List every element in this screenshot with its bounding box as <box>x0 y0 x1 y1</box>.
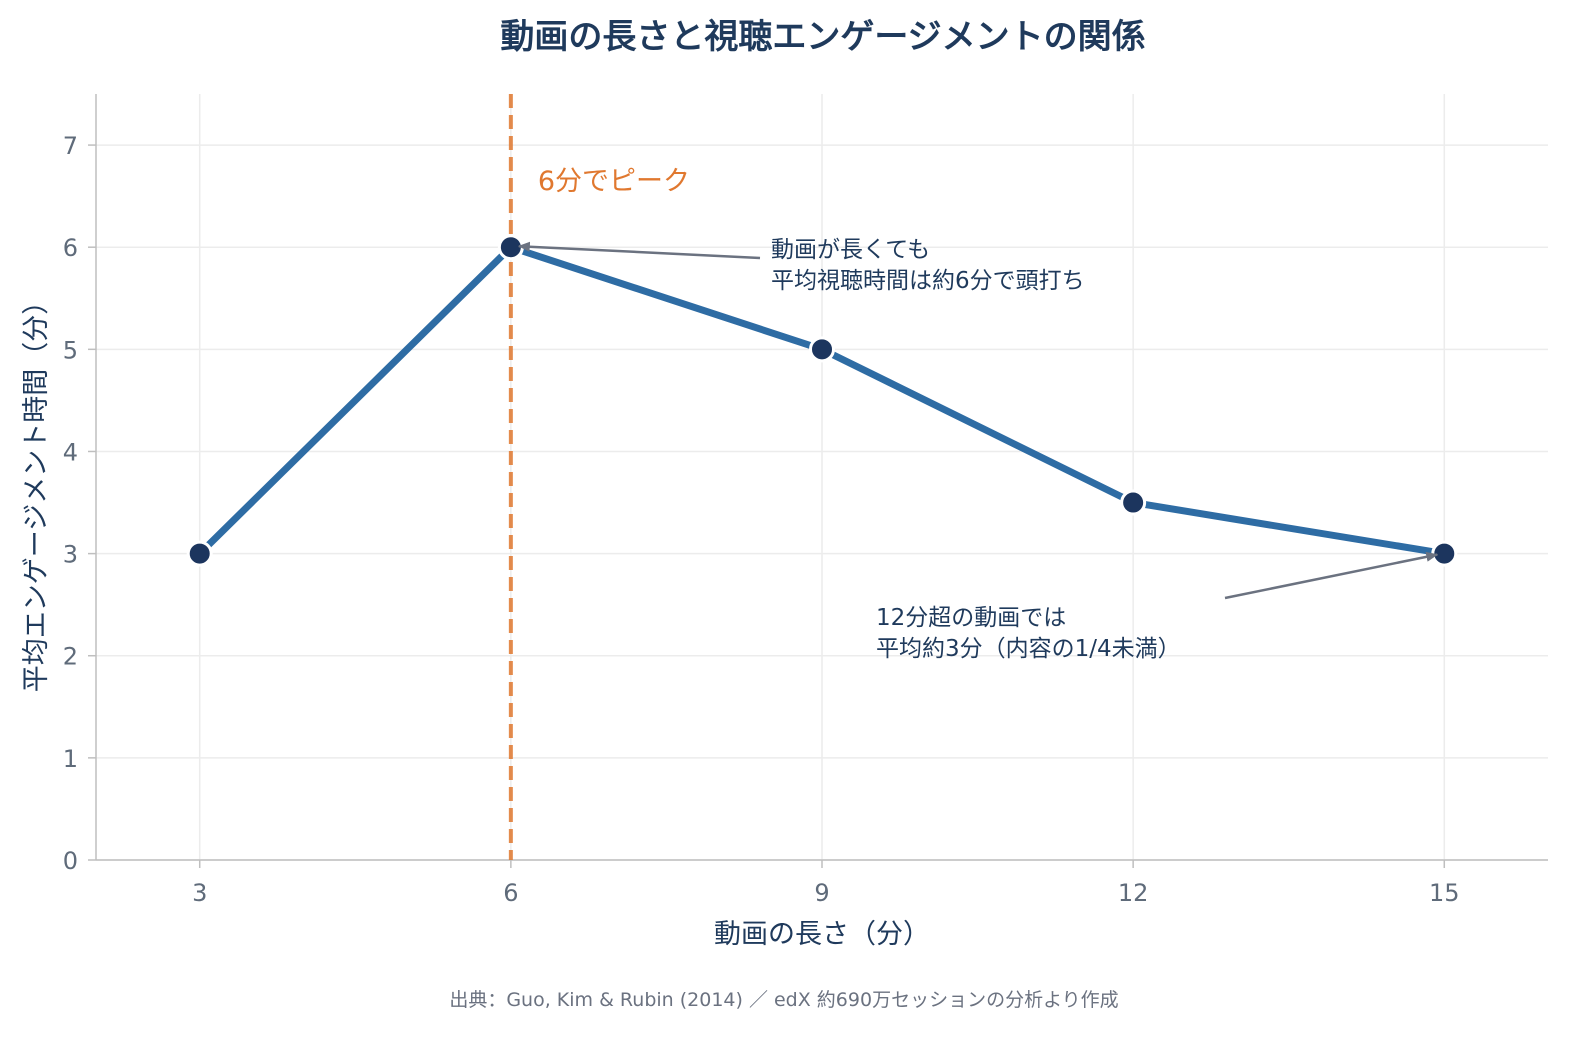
peak-label: 6分でピーク <box>538 166 690 197</box>
annotation-peak: 動画が長くても 平均視聴時間は約6分で頭打ち <box>771 237 1085 294</box>
y-tick-label: 4 <box>63 438 78 466</box>
x-tick-label: 6 <box>503 879 518 907</box>
annotation-long: 12分超の動画では 平均約3分（内容の1/4未満） <box>876 605 1181 662</box>
y-tick-label: 5 <box>63 336 78 364</box>
annotation-peak-line-1: 動画が長くても <box>771 237 930 263</box>
y-tick-label: 1 <box>63 745 78 773</box>
annotation-arrow-peak <box>517 241 761 260</box>
annotation-arrow-long <box>1224 551 1439 600</box>
y-tick-label: 2 <box>63 643 78 671</box>
y-tick-label: 7 <box>63 132 78 160</box>
x-tick-label: 9 <box>814 879 829 907</box>
data-point <box>186 540 213 567</box>
annotation-long-line-1: 12分超の動画では <box>876 605 1066 631</box>
data-point <box>809 336 835 363</box>
x-ticks: 3 6 9 12 15 <box>192 860 1460 907</box>
y-tick-label: 6 <box>63 234 78 262</box>
grid <box>96 94 1548 861</box>
y-ticks: 0 1 2 3 4 5 6 7 <box>63 132 96 875</box>
x-axis-label: 動画の長さ（分） <box>714 919 930 950</box>
x-tick-label: 12 <box>1118 879 1149 907</box>
data-point <box>1120 489 1147 516</box>
chart-title: 動画の長さと視聴エンゲージメントの関係 <box>500 17 1145 57</box>
annotation-long-line-2: 平均約3分（内容の1/4未満） <box>876 636 1181 662</box>
y-tick-label: 0 <box>63 847 78 875</box>
x-tick-label: 3 <box>192 879 207 907</box>
y-tick-label: 3 <box>63 541 78 569</box>
x-tick-label: 15 <box>1429 879 1460 907</box>
y-axis-label: 平均エンゲージメント時間（分） <box>21 288 52 692</box>
data-points <box>186 234 1458 567</box>
source-note: 出典：Guo, Kim & Rubin (2014) ／ edX 約690万セッ… <box>449 989 1118 1011</box>
annotation-peak-line-2: 平均視聴時間は約6分で頭打ち <box>771 268 1085 294</box>
